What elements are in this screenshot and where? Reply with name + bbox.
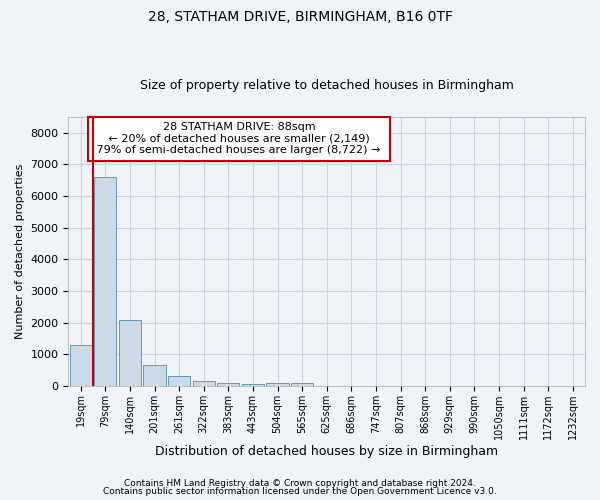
Bar <box>266 384 289 386</box>
Text: 28 STATHAM DRIVE: 88sqm  
 ← 20% of detached houses are smaller (2,149) 
 79% of: 28 STATHAM DRIVE: 88sqm ← 20% of detache… <box>94 122 385 156</box>
Bar <box>119 320 141 386</box>
Text: 28, STATHAM DRIVE, BIRMINGHAM, B16 0TF: 28, STATHAM DRIVE, BIRMINGHAM, B16 0TF <box>148 10 452 24</box>
Title: Size of property relative to detached houses in Birmingham: Size of property relative to detached ho… <box>140 79 514 92</box>
X-axis label: Distribution of detached houses by size in Birmingham: Distribution of detached houses by size … <box>155 444 498 458</box>
Bar <box>193 381 215 386</box>
Bar <box>291 384 313 386</box>
Bar <box>70 344 92 386</box>
Text: Contains HM Land Registry data © Crown copyright and database right 2024.: Contains HM Land Registry data © Crown c… <box>124 478 476 488</box>
Bar <box>242 384 264 386</box>
Text: Contains public sector information licensed under the Open Government Licence v3: Contains public sector information licen… <box>103 487 497 496</box>
Y-axis label: Number of detached properties: Number of detached properties <box>15 164 25 339</box>
Bar <box>94 177 116 386</box>
Bar <box>143 365 166 386</box>
Bar <box>217 382 239 386</box>
Bar <box>168 376 190 386</box>
